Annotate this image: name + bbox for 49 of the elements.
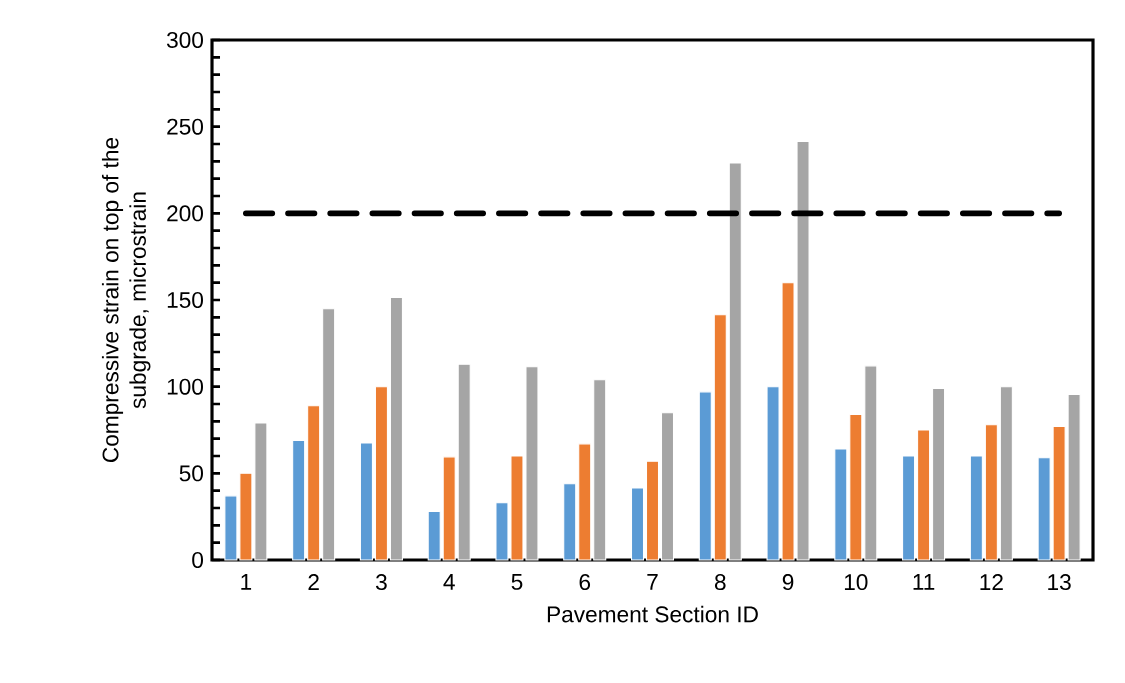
x-tick-label: 3: [375, 574, 387, 591]
x-tick-label: 12: [980, 574, 1003, 590]
y-tick-label: 150: [167, 291, 204, 308]
x-tick-label: 1: [241, 574, 252, 590]
bar: [630, 487, 645, 561]
bar: [593, 379, 607, 561]
bar: [389, 296, 403, 561]
bar: [999, 386, 1013, 561]
x-axis-title: Pavement Section ID: [547, 605, 758, 623]
bar: [932, 387, 946, 561]
x-tick-label: 4: [443, 574, 455, 590]
x-tick-label: 7: [647, 574, 658, 590]
bar: [849, 413, 863, 561]
x-tick-label: 11: [913, 574, 935, 590]
bar: [902, 455, 916, 561]
bar: [322, 308, 336, 561]
y-tick-label: 300: [166, 31, 204, 49]
bar: [578, 443, 592, 561]
y-tick-label: 200: [167, 205, 204, 222]
y-tick-label: 100: [167, 378, 204, 395]
bar: [713, 314, 727, 561]
bar: [563, 483, 577, 561]
bar: [834, 448, 848, 561]
x-tick-label: 9: [782, 574, 794, 591]
x-tick-label: 8: [714, 574, 726, 591]
bar: [660, 412, 675, 561]
y-tick-label: 250: [167, 118, 204, 135]
y-tick-label: 50: [179, 465, 204, 482]
bar: [292, 439, 306, 561]
bar: [645, 460, 660, 561]
bar: [427, 510, 441, 561]
x-tick-label: 10: [844, 574, 868, 591]
bar: [374, 386, 388, 561]
x-tick-label: 5: [511, 574, 523, 590]
bar: [457, 363, 471, 561]
bar: [442, 456, 456, 561]
x-tick-label: 13: [1048, 574, 1071, 591]
bar: [728, 162, 742, 561]
y-tick-label: 0: [192, 551, 204, 568]
bar: [917, 429, 931, 561]
x-tick-label: 6: [579, 574, 591, 591]
bar: [307, 405, 321, 561]
bar: [864, 365, 878, 561]
x-tick-label: 2: [308, 574, 319, 590]
bar: [698, 391, 712, 561]
y-axis-title: Compressive strain on top of the subgrade, microstrain: [101, 137, 151, 463]
bar: [359, 442, 373, 561]
bar: [969, 455, 983, 561]
bar: [984, 424, 998, 561]
